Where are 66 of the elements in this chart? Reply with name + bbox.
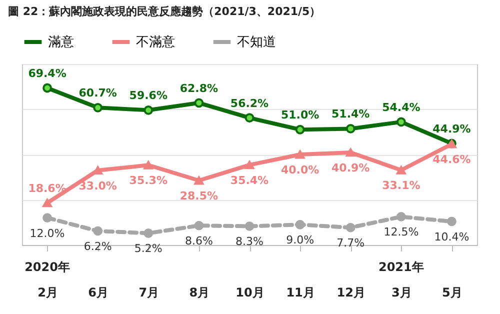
point (244, 160, 254, 170)
point (396, 117, 406, 127)
point (244, 222, 254, 231)
point (346, 124, 356, 134)
x-tick-label: 11月 (286, 286, 315, 300)
data-label: 35.4% (230, 174, 269, 187)
point (93, 102, 103, 112)
data-label: 8.6% (184, 234, 213, 248)
data-label: 12.0% (30, 226, 65, 240)
data-label: 33.0% (78, 179, 117, 192)
data-label: 51.4% (332, 108, 370, 121)
data-label: 40.9% (332, 161, 370, 174)
point (194, 220, 204, 230)
legend-label: 不知道 (237, 35, 276, 50)
point (295, 220, 305, 230)
data-label: 69.4% (28, 66, 66, 80)
data-label: 54.4% (382, 100, 420, 114)
data-label: 44.9% (432, 122, 471, 136)
point (144, 160, 154, 170)
data-label: 6.2% (84, 240, 112, 253)
x-tick-label: 3月 (391, 286, 412, 300)
data-label: 10.4% (434, 230, 470, 244)
data-label: 59.6% (129, 89, 168, 102)
x-tick-label: 7月 (138, 286, 160, 300)
data-label: 35.3% (129, 174, 168, 188)
data-label: 51.0% (280, 108, 320, 122)
data-label: 56.2% (230, 96, 269, 110)
point (42, 198, 52, 208)
text: 2020年 (24, 260, 70, 274)
text: 2021年 (378, 260, 424, 274)
data-label: 28.5% (180, 190, 218, 203)
chart-title: 圖 22：蘇內閣施政表現的民意反應趨勢（2021/3、2021/5） (7, 4, 322, 20)
data-label: 40.0% (280, 164, 320, 176)
point (295, 124, 305, 134)
point (346, 222, 356, 232)
point (447, 216, 456, 226)
x-tick-label: 2月 (38, 286, 58, 300)
point (396, 212, 406, 222)
data-label: 18.6% (28, 182, 66, 195)
point (396, 166, 406, 174)
point (244, 113, 254, 123)
data-label: 33.1% (382, 179, 420, 192)
data-label: 7.7% (336, 236, 365, 250)
x-tick-label: 12月 (336, 286, 366, 300)
point (295, 150, 305, 159)
data-label: 44.6% (432, 153, 471, 166)
data-label: 12.5% (384, 226, 419, 239)
point (42, 83, 52, 93)
point (144, 228, 154, 238)
data-label: 60.7% (78, 86, 117, 100)
legend-label: 滿意 (48, 35, 74, 50)
data-label: 8.3% (236, 235, 264, 248)
x-tick-label: 6月 (88, 286, 109, 300)
x-tick-label: 5月 (442, 286, 462, 300)
point (93, 226, 103, 236)
data-label: 9.0% (286, 234, 314, 247)
legend-label: 不滿意 (136, 35, 175, 50)
x-tick-label: 10月 (236, 286, 264, 300)
x-tick-label: 8月 (189, 286, 210, 300)
point (346, 148, 356, 157)
data-label: 62.8% (180, 82, 218, 95)
data-label: 5.2% (134, 242, 162, 256)
point (194, 98, 204, 108)
point (42, 213, 52, 223)
point (144, 105, 154, 115)
point (194, 176, 204, 185)
